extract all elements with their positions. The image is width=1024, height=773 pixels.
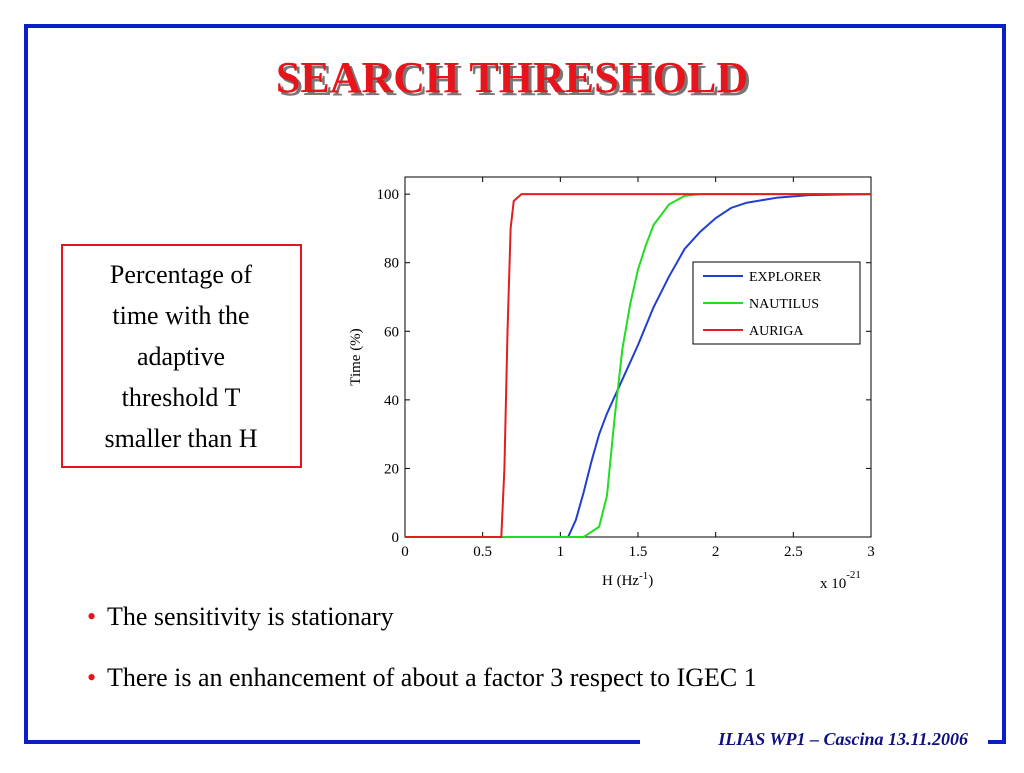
x-tick-label: 2 [712, 544, 720, 560]
legend-label: AURIGA [749, 324, 804, 339]
x-multiplier-part: x 10 [820, 576, 846, 592]
x-tick-label: 0.5 [473, 544, 492, 560]
y-tick-label: 20 [384, 461, 399, 477]
y-tick-label: 100 [377, 187, 400, 203]
x-multiplier: x 10-21 [820, 569, 861, 592]
note-line: Percentage of [110, 260, 253, 289]
note-line: adaptive [137, 342, 225, 371]
legend-label: NAUTILUS [749, 297, 819, 312]
x-tick-label: 0 [401, 544, 409, 560]
x-axis-label-part: ) [648, 573, 653, 589]
title: SEARCH THRESHOLD [276, 53, 748, 102]
series-line [405, 193, 871, 538]
x-axis-label-part: -1 [639, 570, 648, 582]
x-tick-label: 1 [557, 544, 565, 560]
bullet-dot: • [87, 663, 96, 692]
series-line [405, 193, 872, 538]
note-box [61, 244, 302, 468]
series-line [405, 193, 871, 538]
x-tick-label: 3 [867, 544, 875, 560]
legend-label: EXPLORER [749, 270, 822, 285]
x-tick-label: 2.5 [784, 544, 803, 560]
bullet-text: There is an enhancement of about a facto… [107, 663, 757, 692]
footer-gap [640, 730, 988, 754]
frame [24, 24, 1006, 744]
y-axis-label: Time (%) [348, 328, 364, 385]
x-multiplier-part: -21 [846, 569, 861, 581]
note: Percentage of time with the adaptive thresh… [104, 260, 257, 453]
note-line: threshold T [122, 383, 241, 412]
note-line: time with the [112, 301, 249, 330]
footer: ILIAS WP1 – Cascina 13.11.2006 [717, 729, 968, 749]
bullets: • The sensitivity is stationary • There is … [87, 602, 757, 692]
y-tick-label: 0 [392, 530, 400, 546]
x-tick-label: 1.5 [629, 544, 648, 560]
bullet-text: The sensitivity is stationary [107, 602, 394, 631]
plot-area [404, 176, 872, 538]
y-tick-label: 40 [384, 393, 399, 409]
note-line: smaller than H [104, 424, 257, 453]
chart: 0 0.5 1 1.5 2 2.5 3 0 20 40 60 80 100 H (Hz-1) x 10-21… [348, 176, 875, 592]
bullet-dot: • [87, 602, 96, 631]
x-axis-label: H (Hz-1) [602, 570, 653, 589]
y-tick-label: 80 [384, 256, 399, 272]
x-axis-label-part: H (Hz [602, 573, 639, 589]
y-tick-label: 60 [384, 324, 399, 340]
title-shadow: SEARCH THRESHOLD [279, 56, 751, 105]
